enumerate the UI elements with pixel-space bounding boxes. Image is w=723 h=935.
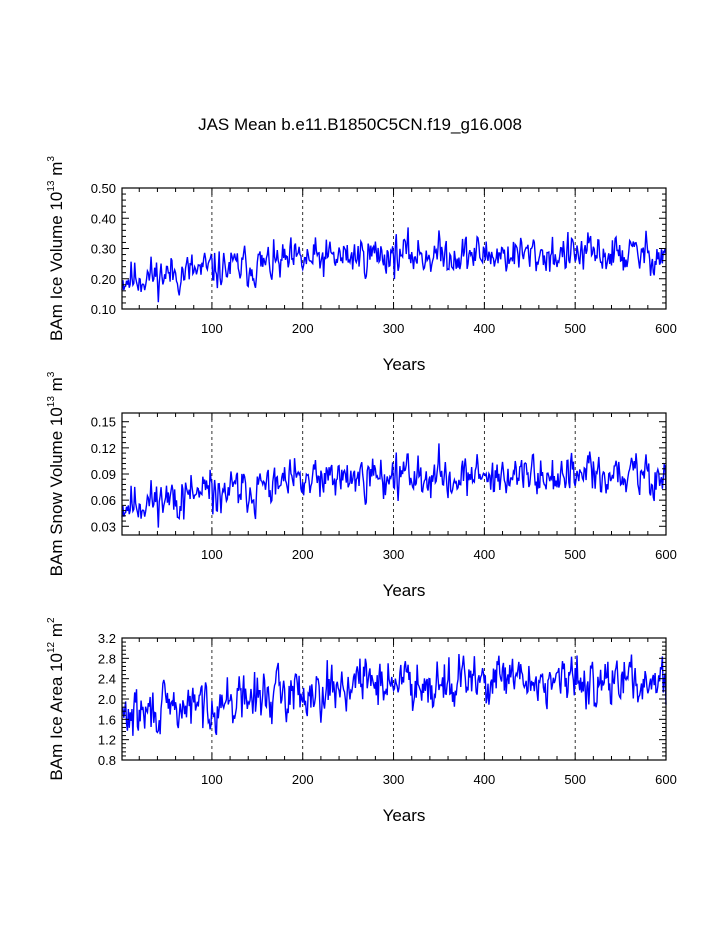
x-tick-label: 300	[383, 321, 405, 336]
x-tick-label: 100	[201, 321, 223, 336]
y-axis-label-exponent: 12	[46, 641, 57, 653]
y-tick-label: 0.12	[91, 441, 116, 456]
y-axis-label-exponent: 13	[46, 180, 57, 192]
y-axis-label-text: BAm Snow Volume 10	[47, 407, 66, 576]
data-series-line	[121, 654, 667, 736]
y-tick-label: 1.2	[98, 733, 116, 748]
x-tick-label: 200	[292, 772, 314, 787]
figure-title: JAS Mean b.e11.B1850C5CN.f19_g16.008	[198, 115, 522, 134]
y-tick-label: 0.10	[91, 302, 116, 317]
y-tick-label: 0.09	[91, 467, 116, 482]
y-axis-label-exponent: 3	[46, 371, 57, 377]
y-axis-label-text: m	[47, 377, 66, 396]
x-tick-label: 600	[655, 772, 677, 787]
x-tick-label: 200	[292, 321, 314, 336]
y-axis-label-exponent: 3	[46, 156, 57, 162]
y-axis-label-text: BAm Ice Volume 10	[47, 192, 66, 341]
x-axis-label: Years	[383, 581, 426, 600]
y-axis-label-exponent: 13	[46, 396, 57, 408]
y-axis-label-text: m	[47, 623, 66, 642]
data-series-line	[121, 227, 667, 303]
x-tick-label: 400	[474, 321, 496, 336]
y-tick-label: 0.50	[91, 181, 116, 196]
x-tick-label: 500	[564, 547, 586, 562]
y-axis-label: BAm Snow Volume 1013 m3	[46, 371, 66, 576]
y-axis-label-text: BAm Ice Area 10	[47, 653, 66, 781]
x-tick-label: 100	[201, 772, 223, 787]
y-axis-label-exponent: 2	[46, 617, 57, 623]
x-tick-label: 600	[655, 547, 677, 562]
x-axis-label: Years	[383, 355, 426, 374]
y-tick-label: 0.30	[91, 242, 116, 257]
y-axis-label: BAm Ice Area 1012 m2	[46, 617, 66, 781]
x-tick-label: 500	[564, 772, 586, 787]
y-tick-label: 0.8	[98, 753, 116, 768]
snow-volume-panel: 100 200 300 400 500 600 0.03 0.06 0.09 0.12 0.15 Ye…	[46, 371, 677, 600]
x-axis-label: Years	[383, 806, 426, 825]
y-axis-label-text: m	[47, 162, 66, 181]
y-tick-label: 2.4	[98, 672, 116, 687]
y-tick-label: 3.2	[98, 631, 116, 646]
x-tick-label: 500	[564, 321, 586, 336]
y-tick-label: 0.03	[91, 519, 116, 534]
ice-area-panel: 100 200 300 400 500 600 0.8 1.2 1.6 2.0 2.4 2.8 3.2 Y…	[46, 617, 677, 825]
y-tick-label: 0.15	[91, 415, 116, 430]
y-tick-label: 2.0	[98, 692, 116, 707]
x-tick-label: 600	[655, 321, 677, 336]
ice-volume-panel: 100 200 300 400 500 600 0.10 0.20 0.30 0.40 0.50 Ye…	[46, 156, 677, 374]
x-tick-label: 300	[383, 547, 405, 562]
x-tick-label: 300	[383, 772, 405, 787]
y-tick-label: 1.6	[98, 712, 116, 727]
data-series-line	[121, 443, 667, 528]
y-tick-label: 0.20	[91, 272, 116, 287]
y-tick-label: 2.8	[98, 651, 116, 666]
x-tick-label: 100	[201, 547, 223, 562]
y-tick-label: 0.06	[91, 493, 116, 508]
x-tick-label: 400	[474, 547, 496, 562]
x-tick-label: 400	[474, 772, 496, 787]
y-tick-label: 0.40	[91, 211, 116, 226]
y-axis-label: BAm Ice Volume 1013 m3	[46, 156, 66, 341]
x-tick-label: 200	[292, 547, 314, 562]
